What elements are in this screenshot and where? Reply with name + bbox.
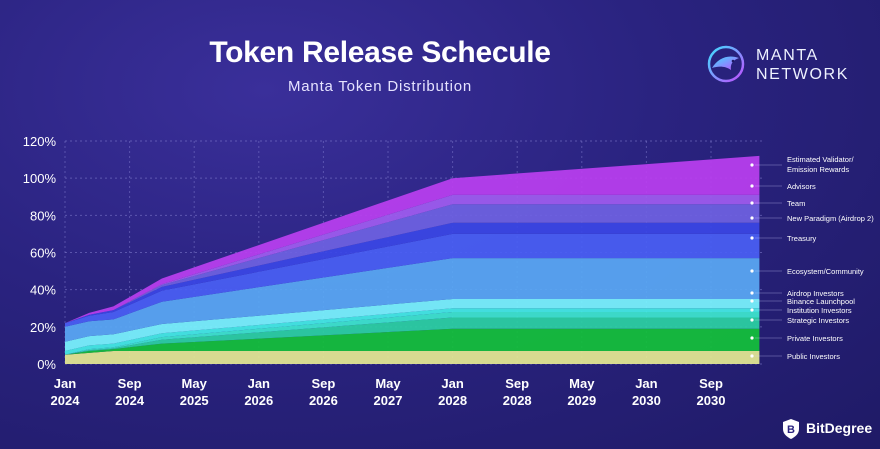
legend-dot: [750, 336, 754, 340]
x-tick-month: May: [375, 376, 401, 391]
y-axis: 0% 20% 40% 60% 80% 100% 120%: [23, 134, 57, 372]
legend-dot: [750, 184, 754, 188]
y-tick-label: 0%: [37, 357, 56, 372]
y-tick-label: 100%: [23, 171, 57, 186]
legend-dot: [750, 354, 754, 358]
x-tick-month: Sep: [311, 376, 335, 391]
x-tick-year: 2028: [503, 393, 532, 408]
legend-dot: [750, 236, 754, 240]
y-tick-label: 80%: [30, 208, 56, 223]
area-strategic-investors: [65, 317, 760, 355]
x-tick-month: Sep: [505, 376, 529, 391]
x-tick-year: 2030: [632, 393, 661, 408]
legend-dot: [750, 216, 754, 220]
legend-label: Treasury: [787, 234, 817, 243]
area-airdrop-investors: [65, 299, 760, 351]
x-tick-year: 2024: [115, 393, 145, 408]
x-tick-year: 2026: [309, 393, 338, 408]
logo-text: MANTA NETWORK: [756, 46, 849, 84]
legend-label: Airdrop Investors: [787, 289, 844, 298]
legend-label: Private Investors: [787, 334, 843, 343]
area-institution-investors: [65, 312, 760, 355]
x-tick-year: 2026: [244, 393, 273, 408]
x-tick-month: Jan: [441, 376, 463, 391]
legend-dot: [750, 308, 754, 312]
legend-label: New Paradigm (Airdrop 2): [787, 214, 874, 223]
logo-line-2: NETWORK: [756, 66, 849, 83]
legend-dot: [750, 269, 754, 273]
area-ecosystem-community: [65, 258, 760, 342]
x-tick-year: 2027: [374, 393, 403, 408]
area-treasury: [65, 233, 760, 327]
y-tick-label: 60%: [30, 246, 56, 261]
x-tick-month: Jan: [54, 376, 76, 391]
y-tick-label: 20%: [30, 320, 56, 335]
legend-dot: [750, 163, 754, 167]
legend-dot: [750, 299, 754, 303]
manta-ray-icon: [707, 45, 745, 83]
x-axis: Jan 2024 Sep 2024 May 2025 Jan 2026 Sep 2026 May 20…: [51, 376, 726, 408]
legend-label: Advisors: [787, 182, 816, 191]
legend-dot: [750, 318, 754, 322]
x-tick-year: 2025: [180, 393, 209, 408]
chart-subtitle: Manta Token Distribution: [287, 78, 472, 95]
area-binance-launchpool: [65, 308, 760, 355]
legend-label: Strategic Investors: [787, 316, 849, 325]
manta-network-logo: MANTA NETWORK: [706, 42, 856, 88]
svg-text:B: B: [787, 424, 795, 436]
x-tick-month: Jan: [635, 376, 657, 391]
legend-dot: [750, 291, 754, 295]
legend-label: Ecosystem/Community: [787, 267, 864, 276]
x-tick-month: Jan: [248, 376, 270, 391]
bitdegree-text: BitDegree: [806, 420, 873, 436]
chart-areas: [65, 155, 760, 364]
area-private-investors: [65, 328, 760, 355]
chart-legend: Estimated Validator/Emission Rewards Advi…: [750, 155, 874, 361]
legend-label: Team: [787, 199, 805, 208]
y-tick-label: 40%: [30, 283, 56, 298]
x-tick-year: 2030: [697, 393, 726, 408]
legend-dot: [750, 201, 754, 205]
area-team: [65, 204, 760, 324]
x-tick-year: 2029: [567, 393, 596, 408]
legend-label: Public Investors: [787, 352, 840, 361]
legend-label: Estimated Validator/Emission Rewards: [787, 155, 854, 174]
logo-line-1: MANTA: [756, 47, 819, 64]
x-tick-year: 2024: [51, 393, 81, 408]
x-tick-year: 2028: [438, 393, 467, 408]
chart-title: Token Release Schecule: [209, 36, 551, 69]
bitdegree-shield-icon: B: [783, 419, 799, 439]
area-estimated-validator-emission-rewards: [65, 155, 760, 324]
legend-label: Institution Investors: [787, 306, 852, 315]
area-public-investors: [65, 351, 760, 364]
x-tick-month: May: [182, 376, 208, 391]
area-new-paradigm-airdrop-2: [65, 222, 760, 324]
x-tick-month: May: [569, 376, 595, 391]
x-tick-month: Sep: [118, 376, 142, 391]
y-tick-label: 120%: [23, 134, 57, 149]
legend-label: Binance Launchpool: [787, 297, 855, 306]
x-tick-month: Sep: [699, 376, 723, 391]
